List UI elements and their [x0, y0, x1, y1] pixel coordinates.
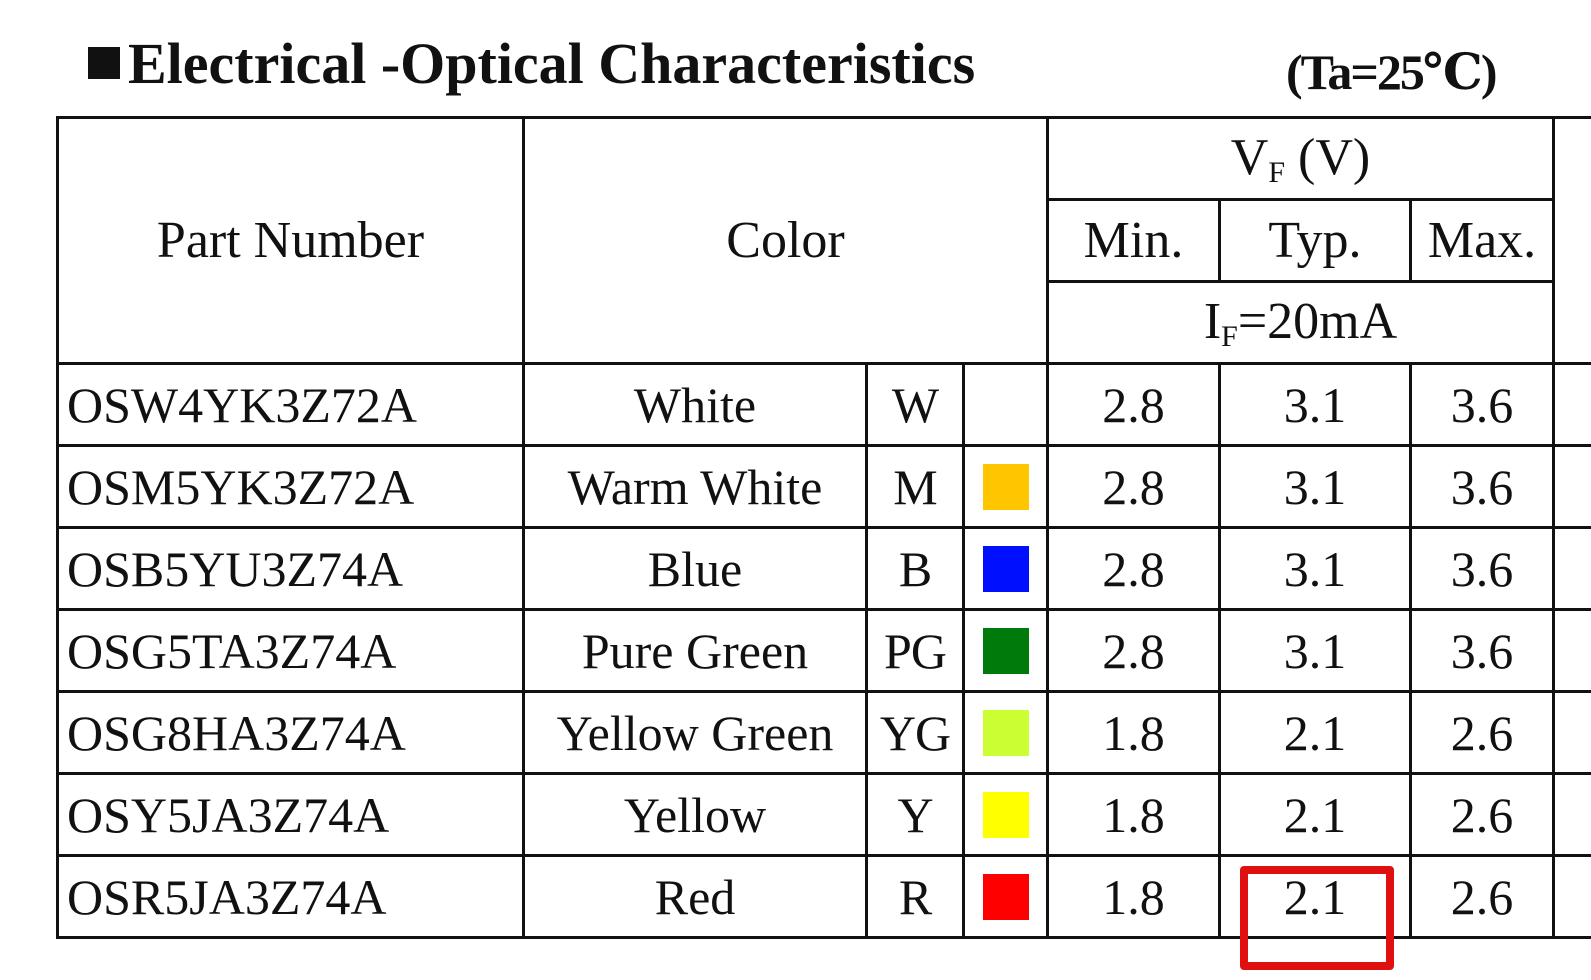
- color-swatch: [982, 709, 1029, 756]
- max-header: Max.: [1408, 198, 1556, 283]
- vf-min-cell: 2.8: [1046, 526, 1221, 611]
- color-swatch: [982, 873, 1029, 920]
- next-column-cell: [1552, 444, 1591, 529]
- vf-typ-cell: 3.1: [1218, 444, 1412, 529]
- next-column-cell: [1552, 854, 1591, 939]
- if-value: =20mA: [1237, 292, 1398, 350]
- color-swatch-cell: [962, 362, 1049, 447]
- vf-typ-cell: 2.1: [1218, 690, 1412, 775]
- color-name-cell: Yellow Green: [522, 690, 868, 775]
- table-row: OSR5JA3Z74A Red R 1.8 2.1 2.6: [56, 854, 1591, 939]
- table-row: OSB5YU3Z74A Blue B 2.8 3.1 3.6: [56, 526, 1591, 611]
- vf-min-cell: 2.8: [1046, 444, 1221, 529]
- table-row: OSM5YK3Z72A Warm White M 2.8 3.1 3.6: [56, 444, 1591, 529]
- color-name-cell: Blue: [522, 526, 868, 611]
- table-row: OSG5TA3Z74A Pure Green PG 2.8 3.1 3.6: [56, 608, 1591, 693]
- next-column-cell: [1552, 608, 1591, 693]
- vf-min-cell: 2.8: [1046, 608, 1221, 693]
- table-row: OSW4YK3Z72A White W 2.8 3.1 3.6: [56, 362, 1591, 447]
- part-number-cell: OSG5TA3Z74A: [56, 608, 525, 693]
- part-number-cell: OSW4YK3Z72A: [56, 362, 525, 447]
- vf-max-cell: 2.6: [1408, 690, 1556, 775]
- table-header: Part Number Color VF (V) Min. Typ. Max. …: [56, 116, 1591, 365]
- vf-min-cell: 1.8: [1046, 854, 1221, 939]
- color-swatch-cell: [962, 444, 1049, 529]
- if-condition-header: IF=20mA: [1045, 280, 1556, 365]
- table-row: OSG8HA3Z74A Yellow Green YG 1.8 2.1 2.6: [56, 690, 1591, 775]
- vf-subscript: F: [1268, 155, 1286, 189]
- color-code-cell: R: [865, 854, 965, 939]
- color-name-cell: Warm White: [522, 444, 868, 529]
- part-number-header: Part Number: [56, 116, 525, 365]
- document-header: Electrical -Optical Characteristics (Ta=…: [0, 0, 1591, 116]
- color-swatch: [982, 545, 1029, 592]
- vf-max-cell: 3.6: [1408, 362, 1556, 447]
- vf-min-cell: 1.8: [1046, 690, 1221, 775]
- vf-min-cell: 1.8: [1046, 772, 1221, 857]
- next-column-cell: [1552, 526, 1591, 611]
- color-swatch-cell: [962, 608, 1049, 693]
- color-header: Color: [522, 116, 1049, 365]
- color-code-cell: W: [865, 362, 965, 447]
- color-name-cell: Pure Green: [522, 608, 868, 693]
- color-name-cell: Red: [522, 854, 868, 939]
- color-swatch: [982, 791, 1029, 838]
- vf-typ-cell: 2.1: [1218, 772, 1412, 857]
- vf-max-cell: 2.6: [1408, 772, 1556, 857]
- color-code-cell: PG: [865, 608, 965, 693]
- section-title-text: Electrical -Optical Characteristics: [128, 31, 976, 96]
- next-column-cell: [1552, 772, 1591, 857]
- color-swatch: [982, 463, 1029, 510]
- color-swatch-cell: [962, 526, 1049, 611]
- color-swatch: [982, 627, 1029, 674]
- color-code-cell: YG: [865, 690, 965, 775]
- vf-header: VF (V): [1045, 116, 1556, 201]
- part-number-cell: OSM5YK3Z72A: [56, 444, 525, 529]
- color-swatch-cell: [962, 772, 1049, 857]
- color-swatch-cell: [962, 854, 1049, 939]
- vf-max-cell: 2.6: [1408, 854, 1556, 939]
- part-number-cell: OSY5JA3Z74A: [56, 772, 525, 857]
- color-swatch-cell: [962, 690, 1049, 775]
- part-number-cell: OSR5JA3Z74A: [56, 854, 525, 939]
- if-symbol: I: [1203, 292, 1222, 350]
- vf-min-cell: 2.8: [1046, 362, 1221, 447]
- color-code-cell: B: [865, 526, 965, 611]
- vf-unit: (V): [1285, 128, 1371, 186]
- section-title: Electrical -Optical Characteristics: [88, 24, 975, 104]
- table-body: OSW4YK3Z72A White W 2.8 3.1 3.6 OSM5YK3Z…: [56, 362, 1591, 939]
- vf-typ-cell: 3.1: [1218, 526, 1412, 611]
- vf-max-cell: 3.6: [1408, 608, 1556, 693]
- temperature-condition: (Ta=25℃): [1286, 44, 1497, 100]
- color-name-cell: White: [522, 362, 868, 447]
- square-bullet-icon: [88, 47, 120, 79]
- typ-header: Typ.: [1218, 198, 1412, 283]
- if-subscript: F: [1221, 319, 1238, 353]
- next-column-cell: [1552, 690, 1591, 775]
- characteristics-table: Part Number Color VF (V) Min. Typ. Max. …: [56, 116, 1591, 939]
- part-number-cell: OSB5YU3Z74A: [56, 526, 525, 611]
- vf-typ-cell: 2.1: [1218, 854, 1412, 939]
- part-number-cell: OSG8HA3Z74A: [56, 690, 525, 775]
- color-name-cell: Yellow: [522, 772, 868, 857]
- vf-typ-cell: 3.1: [1218, 608, 1412, 693]
- vf-typ-cell: 3.1: [1218, 362, 1412, 447]
- vf-max-cell: 3.6: [1408, 444, 1556, 529]
- color-code-cell: Y: [865, 772, 965, 857]
- vf-symbol: V: [1230, 128, 1269, 186]
- table-row: OSY5JA3Z74A Yellow Y 1.8 2.1 2.6: [56, 772, 1591, 857]
- next-column-header: [1552, 116, 1591, 365]
- next-column-cell: [1552, 362, 1591, 447]
- min-header: Min.: [1046, 198, 1221, 283]
- color-code-cell: M: [865, 444, 965, 529]
- vf-max-cell: 3.6: [1408, 526, 1556, 611]
